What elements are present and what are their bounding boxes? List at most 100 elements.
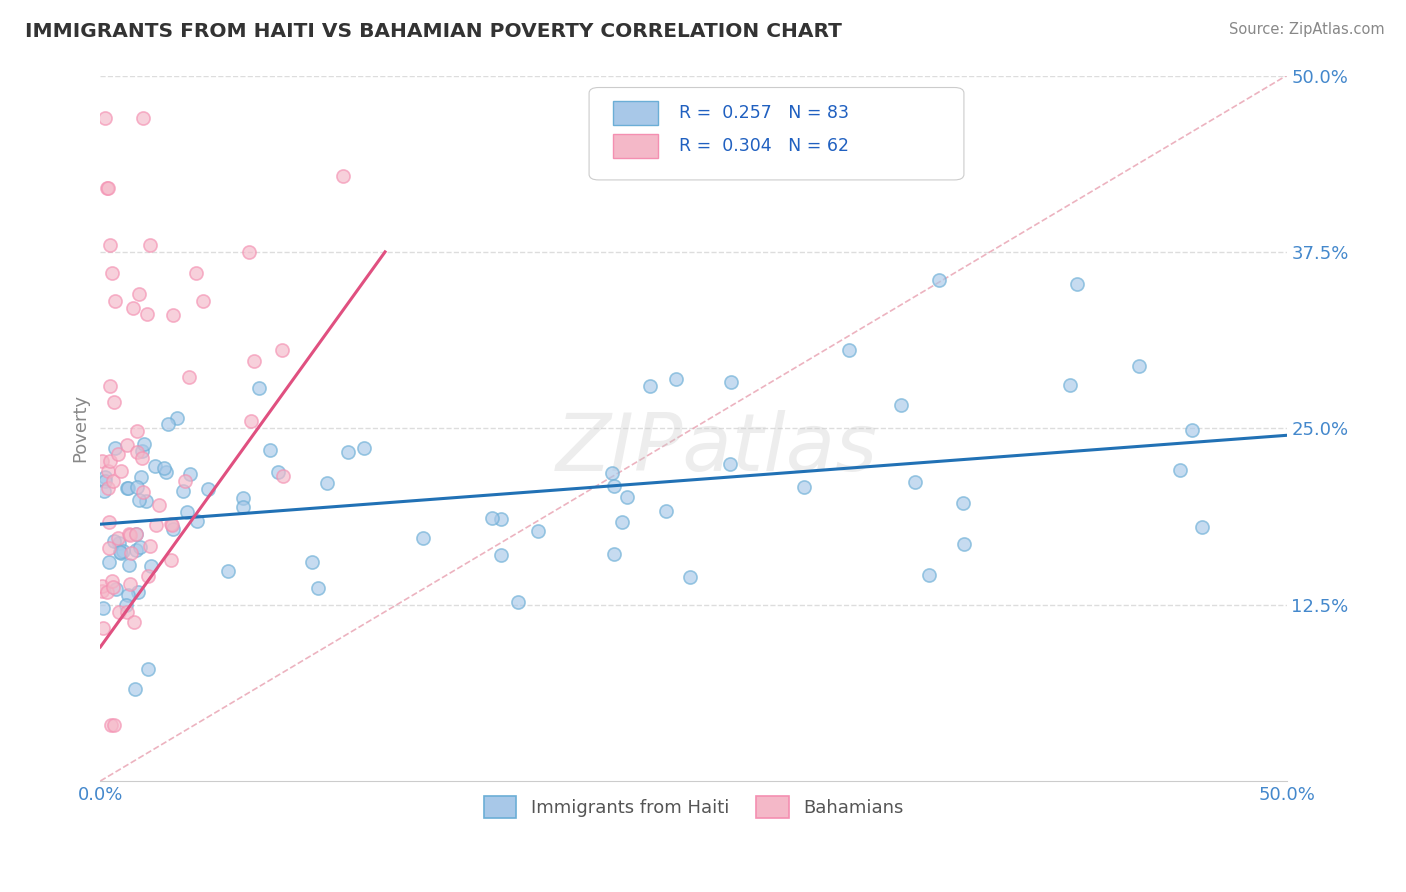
Point xyxy=(217,564,239,578)
Point xyxy=(267,466,290,480)
Point xyxy=(111,544,134,558)
Point xyxy=(481,511,503,525)
Point xyxy=(904,475,927,489)
Point xyxy=(127,585,149,599)
Point xyxy=(125,526,148,541)
Point xyxy=(117,481,139,495)
Point xyxy=(115,605,138,619)
Point xyxy=(148,498,170,512)
Point xyxy=(125,527,148,541)
Point xyxy=(131,444,153,458)
Point xyxy=(160,553,183,567)
Point xyxy=(238,245,260,260)
Point xyxy=(928,273,950,287)
Point xyxy=(132,485,155,500)
Point xyxy=(135,493,157,508)
Point xyxy=(259,443,281,458)
Point xyxy=(96,585,118,599)
Legend: Immigrants from Haiti, Bahamians: Immigrants from Haiti, Bahamians xyxy=(477,789,911,825)
Point xyxy=(117,481,139,495)
Point xyxy=(952,537,974,551)
Point xyxy=(718,457,741,471)
Point xyxy=(97,516,120,530)
Point xyxy=(270,343,292,357)
Point xyxy=(128,287,150,301)
Point xyxy=(232,491,254,505)
Point xyxy=(638,379,661,393)
Point xyxy=(160,517,183,532)
Point xyxy=(603,547,626,561)
Point xyxy=(1170,463,1192,477)
Point xyxy=(120,546,142,560)
Point xyxy=(108,605,131,619)
Point xyxy=(110,464,132,478)
Point xyxy=(307,581,329,595)
Point xyxy=(172,483,194,498)
Point xyxy=(103,395,125,409)
Point xyxy=(108,535,131,549)
Point xyxy=(132,111,155,125)
Point xyxy=(97,181,120,195)
Point xyxy=(115,598,138,612)
Point xyxy=(602,466,624,480)
Point xyxy=(96,181,118,195)
Point xyxy=(120,577,142,591)
Point xyxy=(616,490,638,504)
Point xyxy=(91,622,114,636)
Point xyxy=(101,475,124,489)
Point xyxy=(603,479,626,493)
Point xyxy=(506,595,529,609)
Point xyxy=(271,468,294,483)
Point xyxy=(97,464,120,478)
Point xyxy=(239,414,262,428)
Point xyxy=(100,574,122,588)
Text: R =  0.304   N = 62: R = 0.304 N = 62 xyxy=(679,137,849,155)
Point xyxy=(124,681,146,696)
Point xyxy=(186,266,208,280)
Point xyxy=(1128,359,1150,373)
Point xyxy=(118,528,141,542)
Point xyxy=(134,437,156,451)
Point xyxy=(108,545,131,559)
Point xyxy=(153,460,176,475)
Point xyxy=(489,512,512,526)
Point xyxy=(156,417,179,432)
Point xyxy=(332,169,354,184)
Point xyxy=(94,111,117,125)
Point xyxy=(1066,277,1088,291)
Point xyxy=(104,582,127,597)
Point xyxy=(103,534,125,549)
Point xyxy=(247,381,270,395)
Point xyxy=(98,237,121,252)
Point xyxy=(655,504,678,518)
Point xyxy=(665,372,688,386)
Point xyxy=(94,469,117,483)
Point xyxy=(135,307,157,321)
Point xyxy=(115,438,138,452)
FancyBboxPatch shape xyxy=(613,102,658,125)
Text: ZIPatlas: ZIPatlas xyxy=(557,410,879,489)
Point xyxy=(174,474,197,488)
Point xyxy=(131,451,153,466)
Point xyxy=(527,524,550,539)
Point xyxy=(160,518,183,533)
Point xyxy=(91,583,114,598)
Point xyxy=(131,470,153,484)
Point xyxy=(128,492,150,507)
Point xyxy=(918,568,941,582)
Point xyxy=(186,514,208,528)
Point xyxy=(93,483,115,498)
Point xyxy=(101,266,124,280)
Point xyxy=(162,308,184,322)
Point xyxy=(301,555,323,569)
Point xyxy=(353,441,375,455)
Point xyxy=(145,518,167,533)
Point xyxy=(952,495,974,509)
Point xyxy=(91,454,114,468)
Point xyxy=(197,482,219,496)
Point xyxy=(232,500,254,514)
Point xyxy=(177,370,200,384)
Point xyxy=(107,447,129,461)
Point xyxy=(125,480,148,494)
Point xyxy=(412,531,434,545)
